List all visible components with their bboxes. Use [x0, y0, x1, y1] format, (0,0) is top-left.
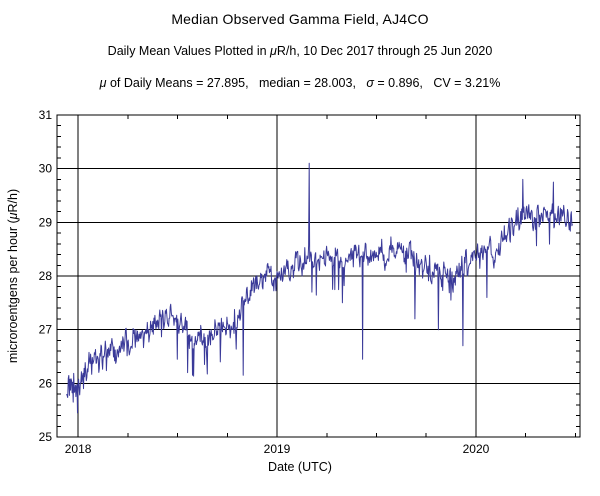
- y-tick-label: 26: [39, 376, 53, 390]
- tick-labels: 25 26 27 28 29 30 31 2018 2019 2020: [39, 108, 490, 456]
- chart-title: Median Observed Gamma Field, AJ4CO: [171, 11, 429, 27]
- chart-subtitle: Daily Mean Values Plotted in μR/h, 10 De…: [107, 44, 493, 58]
- y-tick-label: 29: [39, 215, 53, 229]
- y-tick-label: 30: [39, 162, 53, 176]
- x-tick-label: 2020: [463, 442, 490, 456]
- gridlines: [57, 115, 580, 437]
- x-axis-title: Date (UTC): [268, 460, 332, 474]
- x-tick-label: 2018: [65, 442, 92, 456]
- daily-mean-series: [66, 162, 573, 414]
- y-axis-title: microroentgens per hour (μR/h): [6, 189, 20, 363]
- y-tick-label: 27: [39, 323, 53, 337]
- y-tick-label: 25: [39, 430, 53, 444]
- y-tick-label: 31: [39, 108, 53, 122]
- chart-stats-line: μ of Daily Means = 27.895, median = 28.0…: [99, 76, 501, 90]
- x-tick-label: 2019: [264, 442, 291, 456]
- axis-ticks: [57, 115, 580, 437]
- plot-frame: [56, 114, 581, 438]
- y-tick-label: 28: [39, 269, 53, 283]
